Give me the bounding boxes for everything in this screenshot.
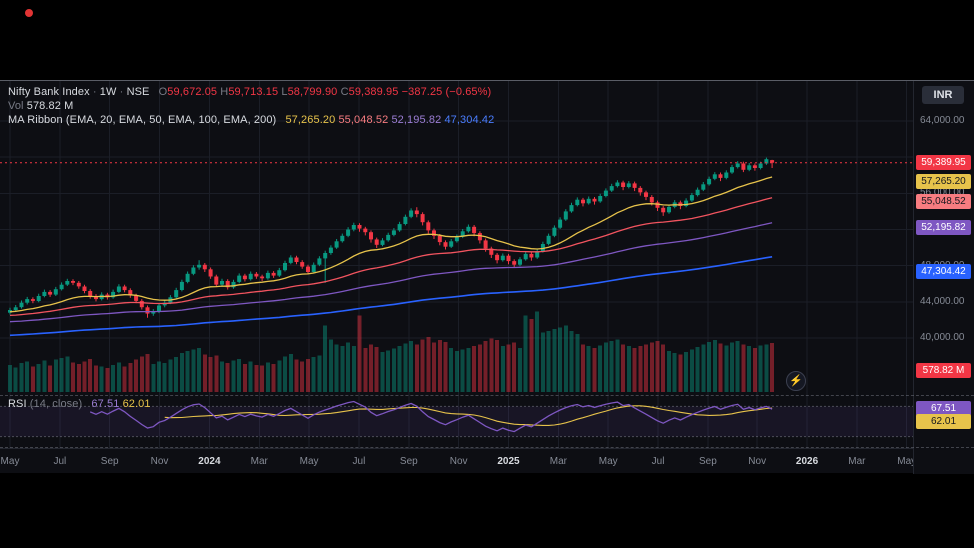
ma-ribbon-label: MA Ribbon (EMA, 20, EMA, 50, EMA, 100, E…: [8, 114, 277, 126]
candles: [8, 157, 775, 318]
symbol-title[interactable]: Nifty Bank Index: [8, 86, 90, 98]
time-axis-label: Mar: [250, 456, 268, 467]
rsi-ma-badge: 62.01: [916, 414, 971, 430]
time-axis-label: May: [598, 456, 618, 467]
separator-dot: ·: [92, 86, 97, 98]
chart-area[interactable]: May Jul Sep Nov 2024 Mar May Jul Sep Nov 2025 Mar Ma…: [0, 81, 917, 474]
rsi-value: 67.51: [91, 398, 120, 410]
time-axis-label: 2025: [497, 456, 520, 467]
interval-label[interactable]: 1W: [99, 86, 117, 98]
ema-lines: [9, 176, 773, 337]
ema100-value: 52,195.82: [391, 114, 442, 126]
time-axis[interactable]: May Jul Sep Nov 2024 Mar May Jul Sep Nov 2025 Mar Ma…: [0, 448, 917, 474]
chart-app: May Jul Sep Nov 2024 Mar May Jul Sep Nov 2025 Mar Ma…: [0, 80, 974, 474]
rsi-label: RSI: [8, 398, 27, 410]
ema20-value: 57,265.20: [285, 114, 336, 126]
rsi-value-badge: 67.51: [916, 401, 971, 417]
price-scale[interactable]: INR 64,000.0056,000.0048,000.0044,000.00…: [913, 81, 974, 474]
ema200-value: 47,304.42: [444, 114, 495, 126]
time-axis-label: Jul: [651, 456, 665, 467]
ema100-badge: 52,195.82: [916, 219, 971, 235]
time-axis-label: May: [0, 456, 20, 467]
grid-lines: [0, 81, 913, 395]
exchange-label[interactable]: NSE: [126, 86, 150, 98]
symbol-legend[interactable]: Nifty Bank Index · 1W · NSE O59,672.05 H…: [8, 86, 491, 98]
ema50-badge: 55,048.52: [916, 193, 971, 209]
time-axis-label: Sep: [699, 456, 717, 467]
time-axis-label: Nov: [748, 456, 767, 467]
rsi-band: [0, 406, 913, 437]
low-label: L: [281, 86, 288, 98]
price-axis-label: 56,000.00: [920, 187, 965, 199]
time-axis-label: Sep: [100, 456, 119, 467]
record-indicator-icon: [25, 9, 33, 17]
time-axis-label: Jul: [352, 456, 366, 467]
ema20-badge: 57,265.20: [916, 173, 971, 189]
volume-badge: 578.82 M: [916, 363, 971, 378]
high-label: H: [220, 86, 229, 98]
rsi-legend[interactable]: RSI (14, close) 67.51 62.01: [8, 398, 151, 410]
price-axis-label: 44,000.00: [920, 295, 965, 307]
main-price-pane[interactable]: [0, 81, 913, 395]
high-value: 59,713.15: [228, 86, 279, 98]
time-axis-label: May: [299, 456, 319, 467]
time-axis-label: 2024: [198, 456, 221, 467]
time-axis-label: 2026: [795, 456, 819, 467]
time-axis-label: Mar: [549, 456, 567, 467]
time-axis-label: Nov: [150, 456, 169, 467]
time-axis-label: Jul: [53, 456, 67, 467]
open-label: O: [158, 86, 168, 98]
currency-button[interactable]: INR: [922, 86, 964, 104]
rsi-line: [89, 400, 773, 433]
last-price-badge: 59,389.95: [916, 154, 971, 170]
rsi-params: (14, close): [29, 398, 83, 410]
time-axis-label: Sep: [399, 456, 418, 467]
price-axis-label: 64,000.00: [920, 115, 965, 126]
change-value: −387.25 (−0.65%): [401, 86, 492, 98]
volume-value: 578.82 M: [26, 100, 74, 112]
time-axis-label: May: [897, 456, 917, 467]
ema200-badge: 47,304.42: [916, 263, 971, 279]
ema50-value: 55,048.52: [338, 114, 389, 126]
rsi-ma-line: [164, 405, 773, 426]
close-label: C: [340, 86, 349, 98]
lightning-icon[interactable]: ⚡: [786, 371, 806, 391]
close-value: 59,389.95: [348, 86, 399, 98]
price-axis-label: 40,000.00: [920, 332, 965, 343]
ma-ribbon-legend[interactable]: MA Ribbon (EMA, 20, EMA, 50, EMA, 100, E…: [8, 114, 494, 126]
open-value: 59,672.05: [167, 86, 218, 98]
time-axis-label: Nov: [449, 456, 468, 467]
volume-bars: [8, 311, 775, 393]
time-axis-label: Mar: [848, 456, 866, 467]
volume-label: Vol: [8, 100, 24, 112]
rsi-pane[interactable]: [0, 395, 913, 448]
volume-legend[interactable]: Vol 578.82 M: [8, 100, 73, 112]
rsi-ma-value: 62.01: [122, 398, 151, 410]
low-value: 58,799.90: [287, 86, 338, 98]
separator-dot: ·: [119, 86, 124, 98]
